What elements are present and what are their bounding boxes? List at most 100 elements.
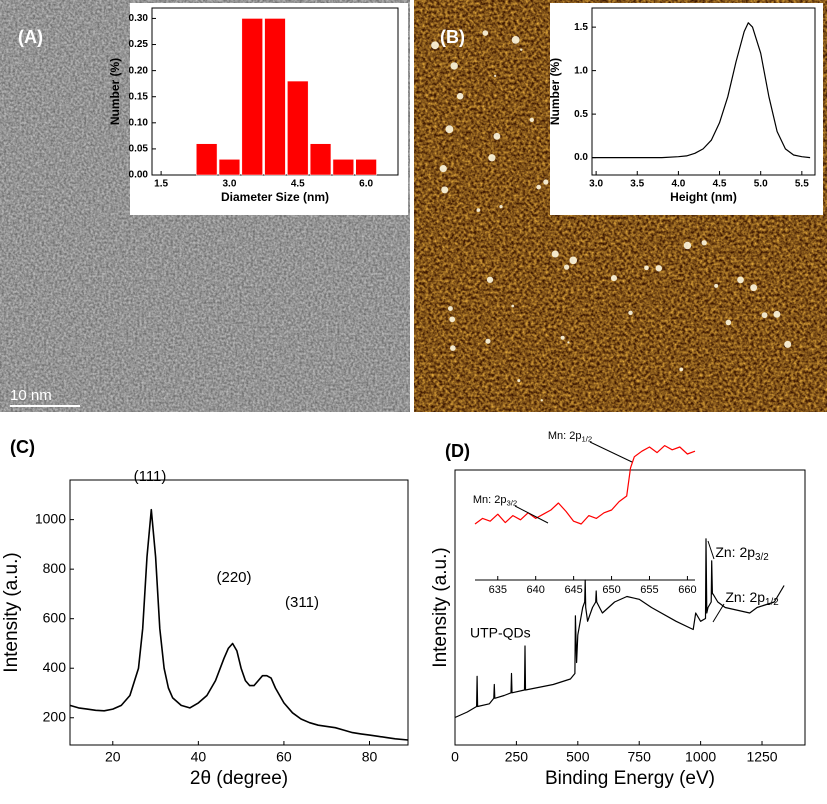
x-tick-label: 80	[362, 748, 378, 764]
x-tick-label: 1.5	[154, 179, 168, 190]
particle	[494, 74, 497, 77]
bar	[309, 143, 332, 176]
annotation: (311)	[285, 594, 319, 611]
annotation: Mn: 2p1/2	[548, 430, 592, 443]
y-tick-label: 0.30	[129, 13, 149, 24]
particle	[551, 250, 559, 258]
particle	[683, 241, 692, 250]
particle	[560, 335, 565, 340]
line	[592, 22, 811, 159]
particle	[441, 186, 449, 194]
particle	[476, 208, 481, 212]
x-tick-label: 6.0	[359, 179, 373, 190]
particle	[543, 179, 549, 185]
y-axis-label: Intensity (a.u.)	[1, 552, 22, 672]
annotation: (220)	[216, 569, 251, 586]
annotation: Zn: 2p3/2	[715, 544, 768, 563]
particle	[737, 276, 744, 284]
y-tick-label: 600	[43, 609, 67, 625]
x-tick-label: 250	[505, 748, 529, 764]
x-tick-label: 1250	[746, 748, 777, 764]
annotation-sub: 1/2	[765, 597, 779, 608]
particle	[445, 125, 454, 134]
x-tick-label: 650	[602, 584, 620, 596]
x-tick-label: 40	[191, 748, 207, 764]
y-tick-label: 0.15	[129, 91, 149, 102]
x-tick-label: 4.5	[713, 179, 727, 190]
inset-b-bg	[550, 3, 823, 215]
y-tick-label: 1000	[35, 510, 66, 526]
particle	[569, 256, 578, 265]
panel-label: (B)	[440, 27, 465, 47]
x-tick-label: 0	[451, 748, 459, 764]
particle	[486, 276, 494, 283]
plot-frame	[591, 7, 816, 176]
annotation-arrow	[589, 441, 633, 463]
annotation: Zn: 2p1/2	[725, 589, 778, 608]
annotation-arrow	[707, 540, 715, 560]
bar	[287, 80, 309, 176]
annotation-sub: 3/2	[506, 498, 517, 507]
annotation-arrow	[712, 603, 725, 623]
x-tick-label: 655	[640, 584, 658, 596]
particle	[628, 310, 633, 316]
particle	[536, 184, 542, 190]
x-tick-label: 640	[527, 584, 545, 596]
annotation: UTP-QDs	[470, 625, 531, 641]
annotation-text: Zn: 2p	[725, 589, 765, 605]
x-tick-label: 1000	[685, 748, 716, 764]
bar	[196, 143, 218, 176]
panel-label: (D)	[445, 441, 470, 461]
particle	[488, 154, 496, 162]
y-tick-label: 0.10	[129, 117, 149, 128]
x-tick-label: 660	[678, 584, 696, 596]
y-tick-label: 200	[43, 708, 67, 724]
bar	[332, 159, 354, 176]
x-axis-label: 2θ (degree)	[190, 768, 288, 789]
particle	[540, 399, 543, 402]
annotation-text: Zn: 2p	[715, 544, 755, 560]
particle	[431, 41, 439, 50]
x-tick-label: 3.5	[630, 179, 644, 190]
y-tick-label: 1.0	[574, 65, 588, 76]
annotation: Mn: 2p3/2	[473, 494, 517, 507]
x-axis-label: Height (nm)	[670, 190, 737, 204]
annotation-sub: 1/2	[581, 434, 592, 443]
bar	[355, 159, 377, 176]
x-tick-label: 60	[276, 748, 292, 764]
particle	[563, 264, 570, 270]
x-tick-label: 5.0	[754, 179, 768, 190]
y-tick-label: 1.5	[574, 22, 588, 33]
particle	[750, 284, 758, 292]
particle	[610, 275, 618, 282]
annotation: (111)	[134, 468, 167, 485]
particle	[701, 240, 707, 246]
particle	[456, 92, 464, 100]
particle	[761, 312, 768, 319]
line	[474, 445, 696, 525]
y-tick-label: 0.05	[129, 144, 149, 155]
particle	[773, 310, 781, 318]
x-tick-label: 20	[105, 748, 121, 764]
panel-label: (A)	[18, 27, 43, 47]
x-tick-label: 750	[628, 748, 652, 764]
scale-bar-label: 10 nm	[10, 387, 52, 404]
particle	[725, 319, 732, 326]
x-axis-label: Binding Energy (eV)	[545, 768, 715, 789]
particle	[714, 283, 719, 288]
particle	[784, 340, 792, 348]
particle	[450, 345, 456, 351]
particle	[447, 306, 453, 312]
plot-frame	[454, 469, 806, 746]
particle	[511, 35, 520, 44]
line	[69, 508, 409, 741]
particle	[439, 165, 447, 173]
annotation-arrow	[514, 505, 549, 524]
line	[454, 538, 785, 719]
particle	[520, 48, 523, 51]
x-axis-label: Diameter Size (nm)	[221, 190, 329, 204]
bar	[241, 18, 263, 176]
y-tick-label: 400	[43, 659, 67, 675]
y-tick-label: 0.25	[129, 39, 149, 50]
